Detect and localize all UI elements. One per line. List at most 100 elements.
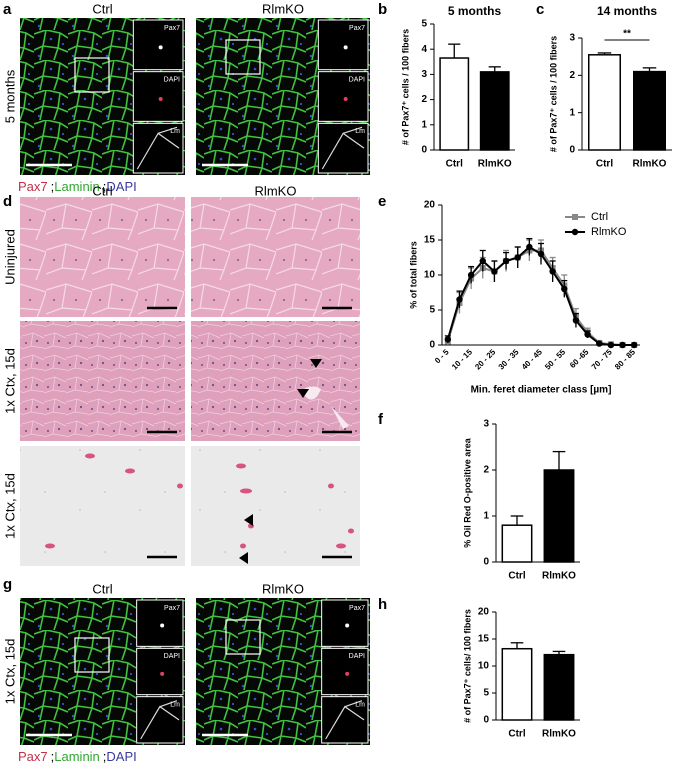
inset: [132, 71, 184, 122]
lipid-droplet: [45, 543, 55, 549]
bar: [501, 647, 533, 721]
y-tick-label: 4: [421, 44, 427, 55]
y-tick-label: 5: [483, 688, 489, 699]
marker: [444, 336, 452, 343]
lipid-droplet: [125, 468, 135, 474]
roi-box: [74, 637, 110, 673]
row-label: 1x Ctx, 15d: [2, 473, 17, 539]
y-tick-label: 5: [421, 19, 427, 30]
x-tick-label: RlmKO: [478, 159, 512, 170]
inset: [321, 647, 369, 696]
arrowhead: [239, 552, 248, 564]
inset-label: Lm: [170, 128, 180, 135]
arrowhead: [297, 389, 309, 398]
lipid-droplet: [236, 463, 246, 469]
x-tick-label: RlmKO: [633, 159, 667, 170]
legend-separator: ;: [51, 179, 55, 194]
row-label: Uninjured: [2, 229, 17, 285]
inset-fibers: [321, 126, 365, 170]
lipid-droplet: [240, 543, 246, 549]
inset: [132, 19, 184, 71]
legend-separator: ;: [51, 749, 55, 763]
y-tick-label: 0: [429, 340, 435, 351]
inset: [317, 71, 369, 122]
arrowhead: [244, 514, 253, 526]
marker: [526, 243, 533, 251]
y-tick-label: 2: [569, 70, 575, 81]
marker: [456, 296, 463, 303]
inset-label: DAPI: [164, 653, 180, 660]
y-tick-label: 0: [483, 715, 489, 726]
micrograph: [191, 197, 360, 317]
y-tick-label: 3: [483, 419, 489, 430]
x-tick-label: 50 - 55: [543, 347, 567, 371]
inset-label: Lm: [170, 702, 180, 709]
row-label: 5 months: [2, 69, 17, 123]
inset-label: Pax7: [164, 25, 180, 32]
inset-nucleus: [158, 96, 163, 101]
panel-letter: f: [378, 411, 384, 428]
panel-letter: a: [3, 1, 12, 18]
y-tick-label: 0: [421, 145, 427, 156]
x-tick-label: 10 - 15: [450, 347, 474, 371]
micrograph: [191, 321, 360, 441]
legend-separator: ;: [103, 179, 107, 194]
marker: [549, 268, 556, 275]
inset-label: Pax7: [349, 25, 365, 32]
lipid-droplet: [240, 488, 252, 494]
y-tick-label: 1: [421, 119, 427, 130]
row-label: 1x Ctx, 15d: [2, 639, 17, 705]
y-tick-label: 0: [569, 145, 575, 156]
y-tick-label: 3: [421, 69, 427, 80]
x-tick-label: Ctrl: [596, 159, 613, 170]
inset: [317, 19, 369, 71]
y-tick-label: 5: [429, 305, 435, 316]
stain-legend: Pax7 ;Laminin ;DAPI: [18, 749, 137, 763]
legend-stain: Laminin: [54, 179, 100, 194]
y-tick-label: 15: [478, 634, 490, 645]
inset-nucleus: [160, 671, 165, 676]
legend-stain: DAPI: [106, 749, 136, 763]
arrowhead: [310, 359, 322, 368]
lipid-droplet: [328, 483, 334, 489]
inset-nucleus: [160, 623, 165, 628]
inset-fibers: [325, 700, 365, 740]
inset-nucleus: [343, 45, 348, 50]
bar: [501, 524, 533, 563]
micrograph: [20, 446, 185, 566]
inset: [136, 696, 184, 744]
x-tick-label: Ctrl: [508, 571, 525, 582]
legend-marker: [571, 228, 579, 236]
y-tick-label: 2: [421, 94, 427, 105]
x-tick-label: 0 - 5: [433, 347, 451, 365]
legend-label: Ctrl: [591, 211, 608, 223]
lipid-droplet: [336, 543, 346, 549]
bar: [633, 70, 666, 151]
panel-letter: c: [536, 1, 544, 18]
x-tick-label: RlmKO: [542, 571, 576, 582]
inset-label: DAPI: [164, 77, 180, 84]
marker: [479, 257, 486, 265]
significance-label: **: [623, 29, 631, 40]
micrograph: [191, 446, 360, 566]
marker: [630, 341, 638, 349]
legend-stain: Laminin: [54, 749, 100, 763]
legend-stain: Pax7: [18, 179, 48, 194]
chart-title: 5 months: [448, 4, 502, 18]
legend-label: RlmKO: [591, 226, 627, 238]
inset-label: DAPI: [349, 653, 365, 660]
y-tick-label: 15: [424, 235, 436, 246]
roi-box: [225, 619, 261, 655]
inset-label: Lm: [355, 702, 365, 709]
x-tick-label: 80 - 85: [613, 347, 637, 371]
legend-marker: [572, 214, 578, 220]
legend-stain: DAPI: [106, 179, 136, 194]
y-tick-label: 10: [478, 661, 490, 672]
inset: [136, 599, 184, 647]
panel-letter: e: [378, 193, 386, 210]
panel-letter: g: [3, 576, 12, 593]
inset: [317, 122, 369, 174]
column-label: Ctrl: [92, 183, 112, 198]
inset-label: Pax7: [349, 605, 365, 612]
panel-letter: h: [378, 596, 387, 613]
